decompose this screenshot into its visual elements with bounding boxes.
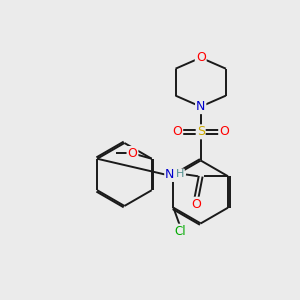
Text: Cl: Cl [174,225,186,238]
Text: S: S [197,125,205,138]
Text: N: N [196,100,206,113]
Text: N: N [165,168,175,181]
Text: O: O [219,125,229,138]
Text: O: O [196,51,206,64]
Text: O: O [191,198,201,211]
Text: O: O [172,125,182,138]
Text: O: O [128,147,137,160]
Text: H: H [176,169,184,179]
